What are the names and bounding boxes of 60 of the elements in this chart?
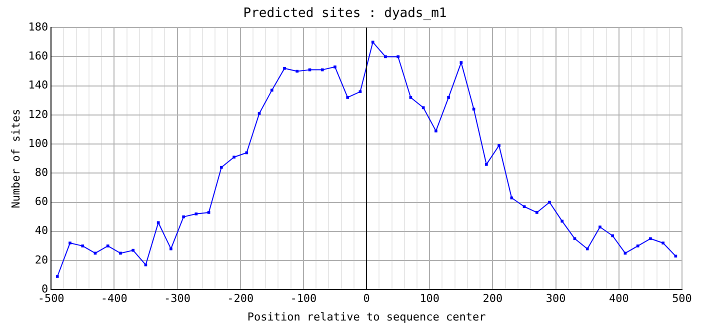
point bbox=[258, 112, 261, 115]
point bbox=[636, 244, 640, 248]
point bbox=[674, 254, 678, 258]
x-tick-label: -200 bbox=[227, 292, 254, 306]
y-tick-label: 40 bbox=[34, 224, 48, 238]
point bbox=[409, 96, 412, 99]
y-tick-label: 120 bbox=[28, 108, 48, 121]
point bbox=[232, 156, 236, 159]
point bbox=[156, 221, 160, 224]
point bbox=[396, 55, 400, 58]
point bbox=[182, 215, 185, 218]
y-tick-label: 180 bbox=[28, 20, 48, 34]
point bbox=[371, 40, 374, 44]
point bbox=[170, 247, 172, 250]
point bbox=[132, 248, 135, 252]
y-axis-title: Number of sites bbox=[9, 108, 22, 208]
point bbox=[522, 205, 526, 208]
point bbox=[194, 212, 198, 216]
point bbox=[56, 275, 59, 278]
point bbox=[358, 90, 362, 94]
point bbox=[245, 151, 248, 154]
y-tick-label: 140 bbox=[28, 78, 48, 92]
point bbox=[119, 252, 122, 255]
x-axis-title: Position relative to sequence center bbox=[247, 310, 486, 324]
point bbox=[560, 220, 564, 223]
point bbox=[422, 106, 425, 110]
point bbox=[270, 88, 274, 92]
point bbox=[460, 61, 463, 64]
chart-title: Predicted sites : dyads_m1 bbox=[243, 6, 447, 22]
point bbox=[207, 211, 210, 214]
y-tick-label: 100 bbox=[28, 136, 48, 150]
point bbox=[573, 237, 576, 240]
point bbox=[510, 196, 514, 200]
x-tick-label: 300 bbox=[546, 292, 566, 306]
y-tick-label: 160 bbox=[28, 50, 48, 63]
point bbox=[346, 96, 350, 99]
point bbox=[144, 263, 148, 266]
x-tick-label: 0 bbox=[363, 292, 370, 306]
x-tick-label: 500 bbox=[672, 292, 692, 306]
x-tick-label: 100 bbox=[420, 292, 440, 306]
point bbox=[384, 55, 387, 58]
point bbox=[296, 70, 299, 73]
x-tick-label: -100 bbox=[290, 292, 317, 306]
point bbox=[586, 247, 589, 250]
x-tick-label: 200 bbox=[482, 292, 503, 306]
point bbox=[611, 234, 614, 238]
y-tick-label: 80 bbox=[34, 166, 48, 180]
point bbox=[472, 108, 476, 111]
point bbox=[548, 200, 551, 204]
point bbox=[320, 68, 324, 72]
x-tick-label: -400 bbox=[100, 292, 128, 306]
x-tick-label: -300 bbox=[164, 292, 191, 306]
point bbox=[649, 237, 652, 240]
point bbox=[106, 244, 110, 248]
x-tick-label: 400 bbox=[608, 292, 629, 306]
y-tick-label: 20 bbox=[34, 253, 48, 266]
point bbox=[535, 211, 538, 214]
point bbox=[81, 244, 84, 248]
y-tick-label: 60 bbox=[34, 195, 48, 208]
point bbox=[220, 166, 223, 169]
